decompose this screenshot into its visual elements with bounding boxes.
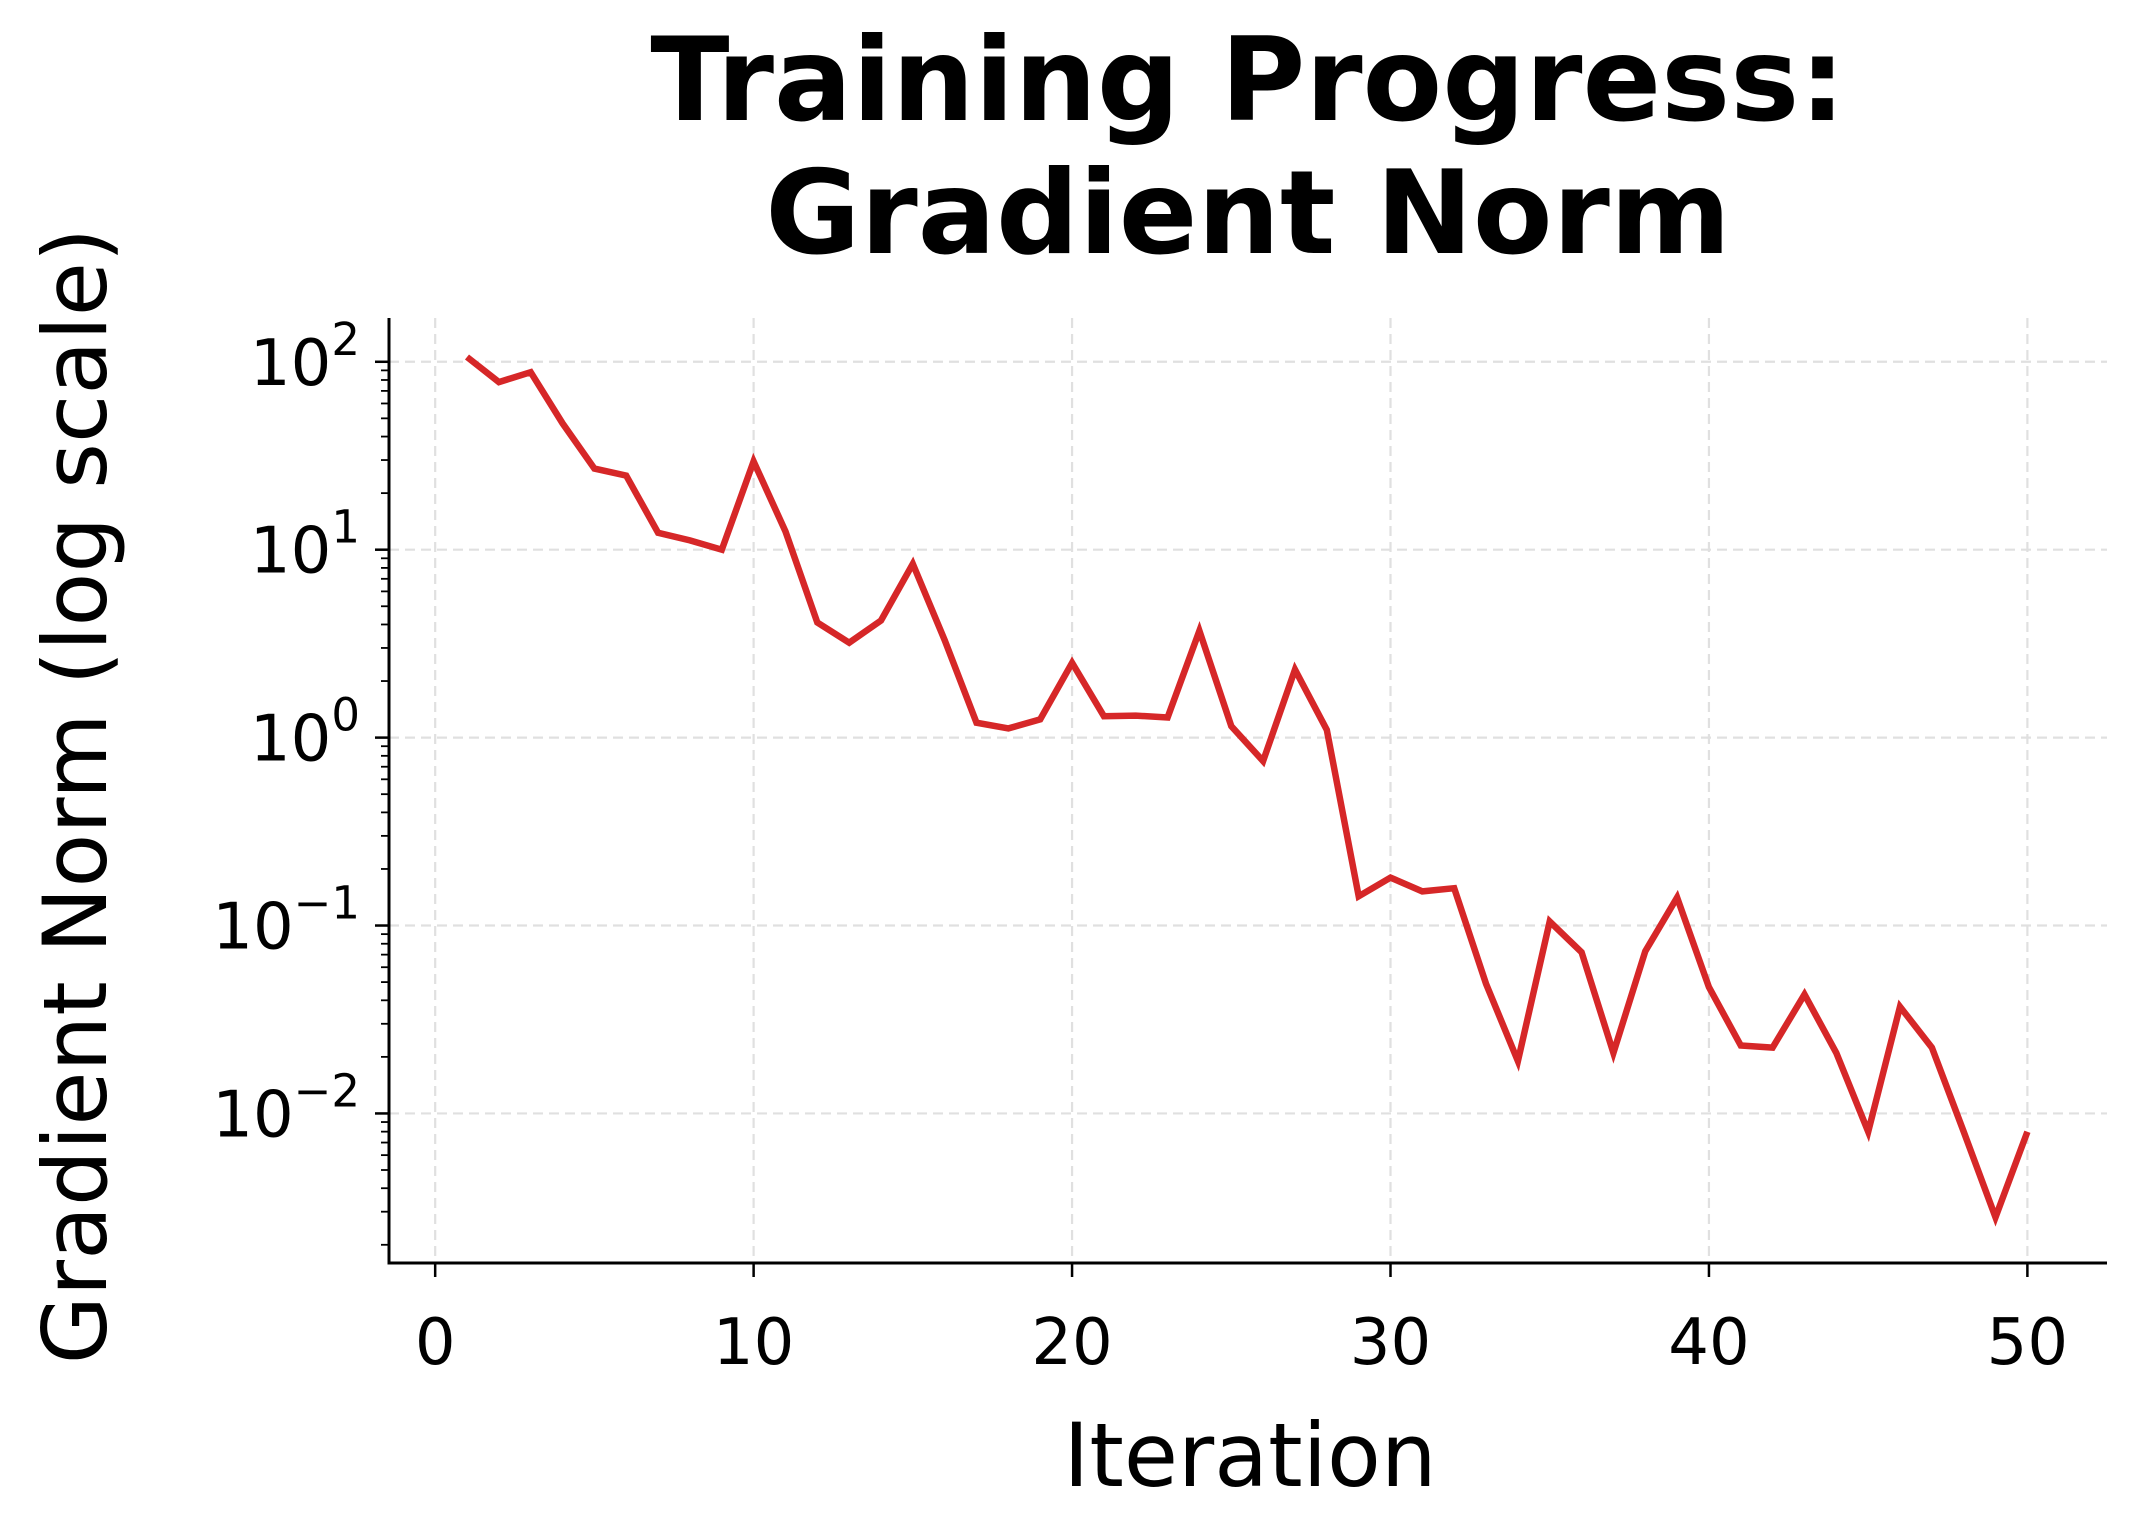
x-tick-label: 40: [1668, 1306, 1749, 1380]
x-tick-label: 20: [1031, 1306, 1112, 1380]
chart-title-line-2: Gradient Norm: [765, 146, 1730, 281]
x-tick-labels: 0 10 20 30 40 50: [415, 1306, 2068, 1380]
x-axis-label: Iteration: [1063, 1404, 1436, 1507]
chart-title: Training Progress: Gradient Norm: [650, 13, 1845, 281]
x-tick-label: 50: [1987, 1306, 2068, 1380]
y-tick-label: 10−1: [212, 877, 360, 965]
x-tick-label: 30: [1350, 1306, 1431, 1380]
x-tick-label: 0: [415, 1306, 456, 1380]
y-tick-label: 101: [250, 501, 360, 589]
axis-major-ticks: [375, 360, 2029, 1277]
plot-area: [464, 354, 2031, 1227]
y-tick-label: 100: [250, 689, 360, 777]
grid-lines: [389, 318, 2107, 1263]
chart-title-line-1: Training Progress:: [650, 13, 1845, 148]
x-tick-label: 10: [713, 1306, 794, 1380]
y-tick-label: 102: [250, 313, 360, 401]
gradient-norm-line: [464, 354, 2031, 1227]
y-tick-label: 10−2: [212, 1064, 360, 1152]
y-axis-label: Gradient Norm (log scale): [24, 228, 127, 1365]
y-tick-labels: 102 101 100 10−1 10−2: [212, 313, 360, 1153]
